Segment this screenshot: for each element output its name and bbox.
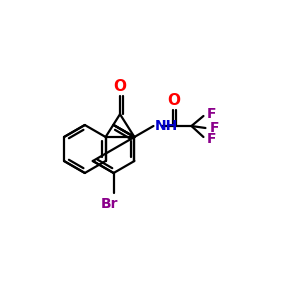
Text: NH: NH [154,119,178,133]
Text: F: F [206,107,216,121]
Text: Br: Br [101,197,119,211]
Text: O: O [167,93,180,108]
Text: O: O [113,79,127,94]
Text: F: F [206,132,216,146]
Text: F: F [209,121,219,135]
